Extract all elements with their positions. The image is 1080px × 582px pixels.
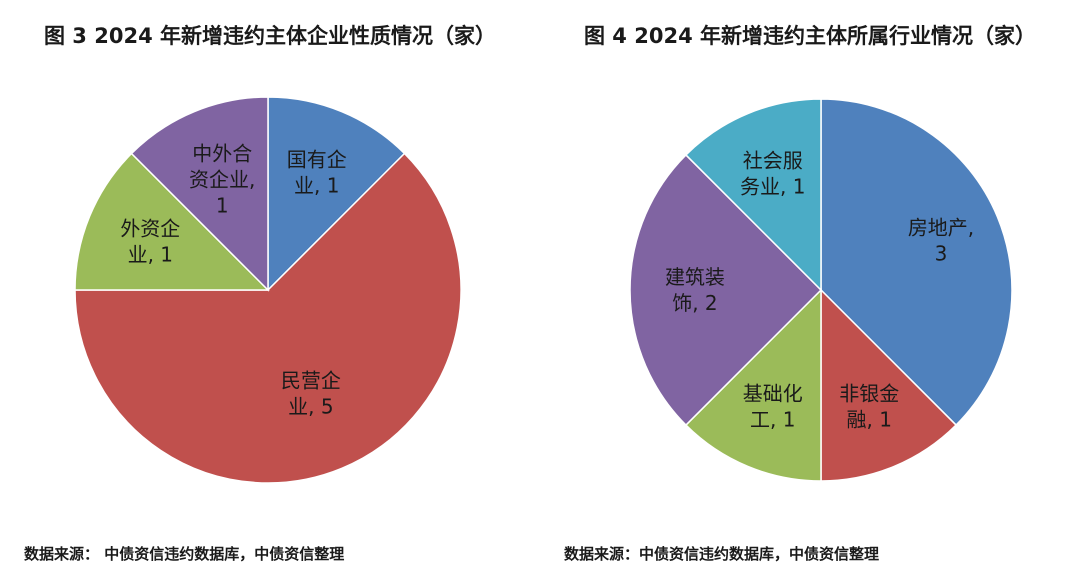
- source-note: 数据来源：中债资信违约数据库，中债资信整理: [564, 545, 880, 563]
- slice-label-line: 工, 1: [750, 407, 795, 431]
- slice-label-line: 社会服: [743, 149, 803, 173]
- chart-panel-right: 图 4 2024 年新增违约主体所属行业情况（家） 房地产, 3 非银金融, 1 基础…: [540, 0, 1080, 582]
- slice-label-line: 民营企: [281, 368, 341, 392]
- slice-label-line: 国有企: [287, 147, 347, 171]
- pie-slice: [74, 152, 462, 484]
- slice-label-line: 3: [935, 241, 948, 265]
- slice-label: 基础化工, 1: [743, 381, 803, 431]
- pie-slice: [684, 288, 822, 482]
- slice-label: 外资企业, 1: [120, 216, 180, 266]
- slice-label-line: 务业, 1: [740, 175, 805, 199]
- pie-slice: [267, 96, 406, 292]
- pie-slice: [629, 153, 823, 427]
- slice-label-line: 1: [216, 193, 229, 217]
- slice-label-line: 外资企: [120, 216, 180, 240]
- pie-chart: 房地产, 3 非银金融, 1 基础化工, 1 建筑装饰, 2 社会服务业, 1: [629, 98, 1013, 482]
- slice-label-line: 非银金: [839, 381, 899, 405]
- slice-label-line: 业, 1: [294, 173, 339, 197]
- slice-label-line: 融, 1: [847, 407, 892, 431]
- pie-slice: [820, 98, 1013, 427]
- pie-slice: [74, 152, 270, 291]
- slice-label: 国有企业, 1: [287, 147, 347, 197]
- slice-label: 民营企业, 5: [281, 368, 341, 418]
- slice-label-line: 中外合: [192, 141, 252, 165]
- slice-label: 房地产, 3: [908, 215, 974, 265]
- chart-title: 图 4 2024 年新增违约主体所属行业情况（家）: [584, 24, 1036, 48]
- slice-label-line: 房地产,: [908, 215, 974, 239]
- slice-label-line: 建筑装: [665, 265, 725, 289]
- slice-label-line: 饰, 2: [672, 291, 717, 315]
- pie-slice: [684, 98, 822, 292]
- slice-label: 非银金融, 1: [839, 381, 899, 431]
- pie-slice: [820, 288, 958, 482]
- slice-label-line: 资企业,: [189, 167, 255, 191]
- source-note: 数据来源： 中债资信违约数据库，中债资信整理: [24, 545, 345, 563]
- slice-label: 建筑装饰, 2: [665, 265, 725, 315]
- slice-label: 中外合资企业, 1: [189, 141, 255, 217]
- pie-slice: [130, 96, 269, 292]
- slice-label-line: 基础化: [743, 381, 803, 405]
- chart-title: 图 3 2024 年新增违约主体企业性质情况（家）: [44, 24, 496, 48]
- slice-label-line: 业, 5: [288, 394, 333, 418]
- slice-label-line: 业, 1: [128, 242, 173, 266]
- chart-panel-left: 图 3 2024 年新增违约主体企业性质情况（家） 国有企业, 1 民营企业, 5…: [24, 24, 496, 563]
- slice-label: 社会服务业, 1: [740, 149, 805, 199]
